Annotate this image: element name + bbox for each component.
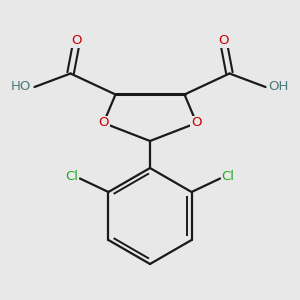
Text: O: O [191, 116, 202, 130]
Text: Cl: Cl [222, 170, 235, 184]
Text: O: O [218, 34, 229, 47]
Text: HO: HO [11, 80, 32, 94]
Text: O: O [98, 116, 109, 130]
Text: OH: OH [268, 80, 289, 94]
Text: O: O [71, 34, 82, 47]
Text: Cl: Cl [65, 170, 78, 184]
